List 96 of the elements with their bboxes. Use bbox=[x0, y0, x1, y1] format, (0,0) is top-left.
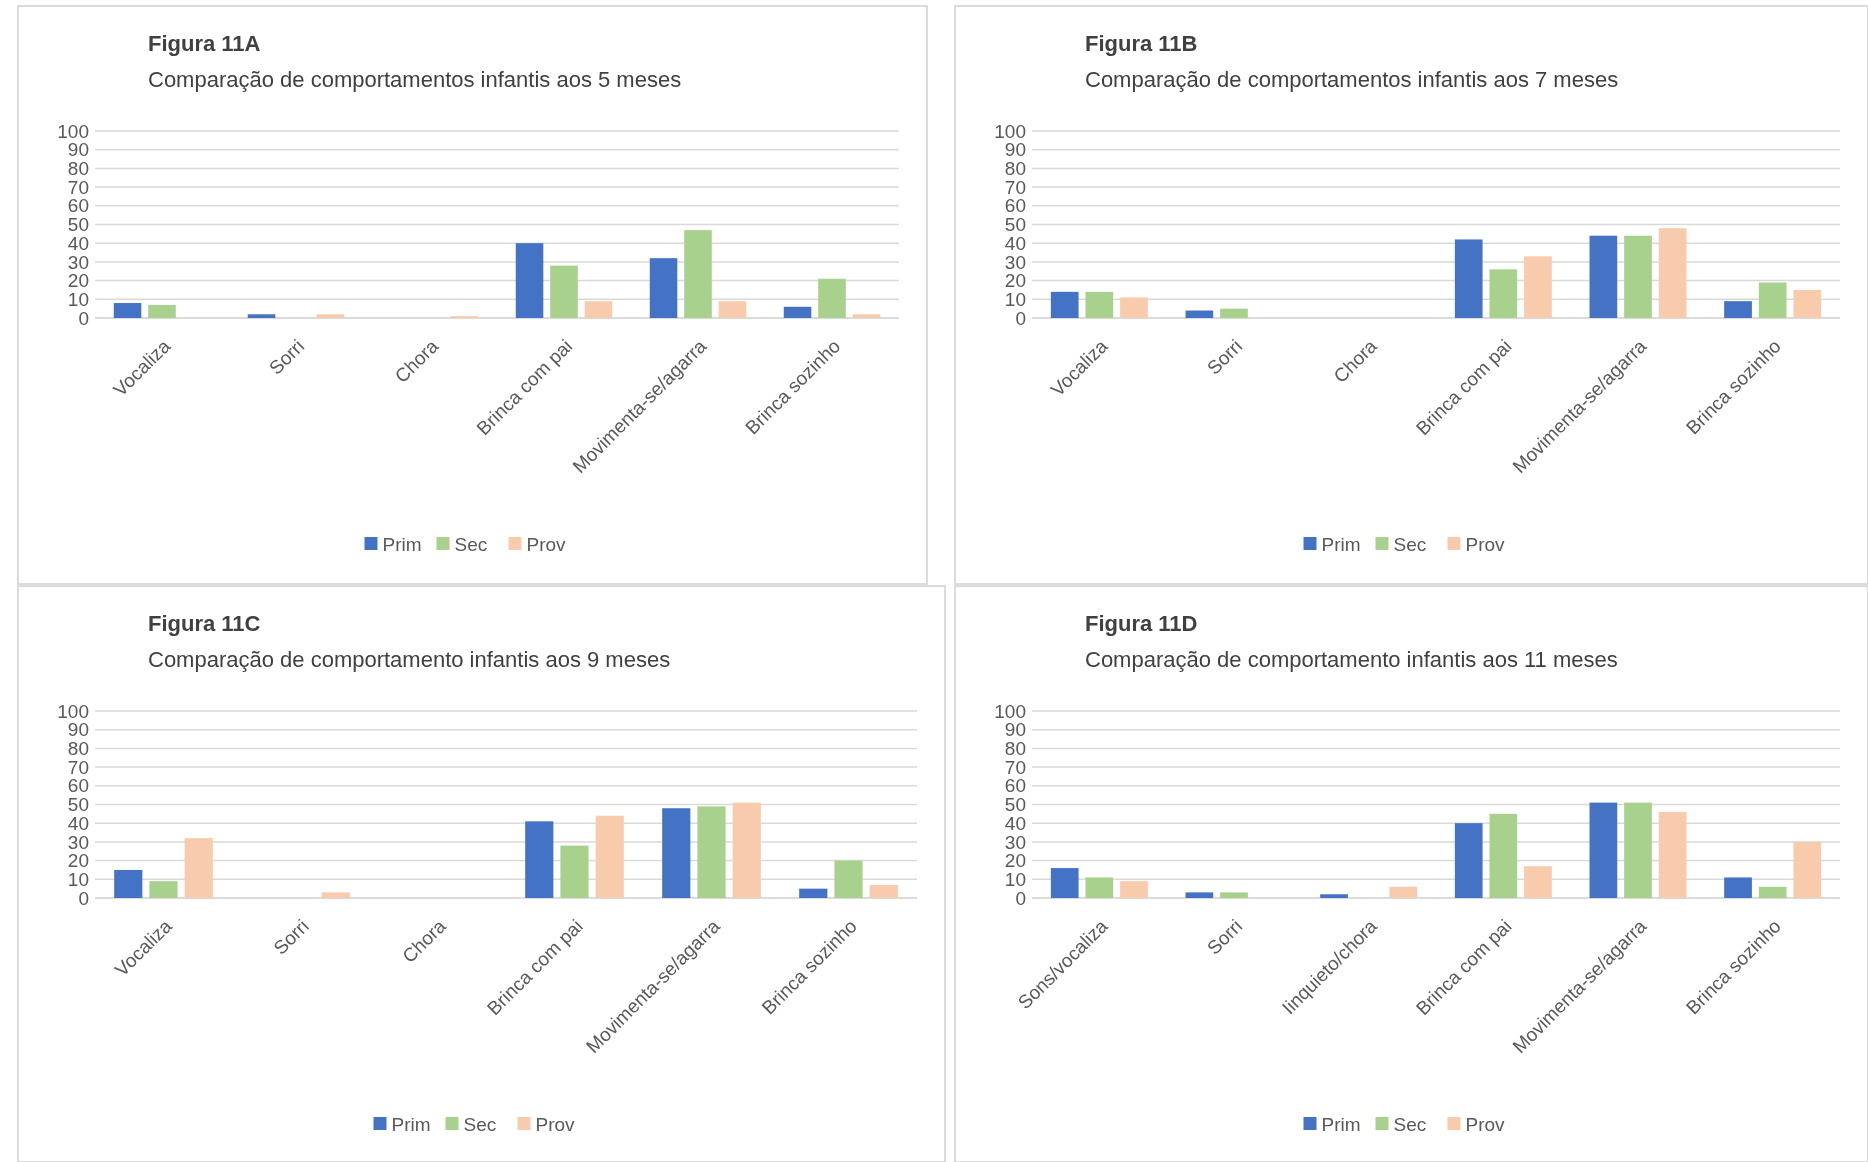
bar bbox=[649, 258, 678, 318]
bar bbox=[684, 230, 712, 318]
chart-title: Figura 11B bbox=[1085, 31, 1198, 56]
bar bbox=[1524, 256, 1552, 318]
y-tick-label: 90 bbox=[67, 719, 89, 741]
legend-label: Prim bbox=[391, 1113, 431, 1135]
chart-title: Figura 11A bbox=[148, 31, 261, 56]
bar bbox=[184, 838, 213, 898]
y-tick-label: 60 bbox=[67, 775, 89, 797]
bar bbox=[1120, 881, 1148, 898]
chart-title: Figura 11C bbox=[148, 611, 261, 636]
legend-label: Prim bbox=[382, 533, 422, 555]
bar bbox=[1758, 886, 1787, 898]
bar bbox=[1185, 310, 1214, 318]
bar bbox=[852, 314, 881, 318]
bar bbox=[1624, 235, 1652, 318]
bar bbox=[718, 301, 747, 318]
bar bbox=[1389, 886, 1418, 898]
bar bbox=[1658, 811, 1687, 898]
bar bbox=[1758, 282, 1787, 318]
chart-subtitle: Comparação de comportamentos infantis aos 5 meses bbox=[148, 67, 682, 92]
bar bbox=[560, 845, 589, 898]
bar bbox=[1793, 289, 1822, 318]
chart-subtitle: Comparação de comportamento infantis aos 11 meses bbox=[1085, 647, 1618, 672]
chart-title: Figura 11D bbox=[1085, 611, 1198, 636]
chart-subtitle: Comparação de comportamentos infantis aos 7 meses bbox=[1085, 67, 1619, 92]
bar bbox=[1489, 813, 1518, 898]
bar bbox=[1050, 868, 1079, 898]
y-tick-label: 100 bbox=[994, 120, 1026, 142]
bar bbox=[1185, 892, 1214, 898]
legend-label: Prov bbox=[1465, 533, 1506, 555]
bar bbox=[515, 243, 544, 318]
legend-label: Sec bbox=[463, 1113, 497, 1135]
bar bbox=[834, 860, 863, 898]
legend-label: Prov bbox=[535, 1113, 576, 1135]
bar bbox=[1085, 877, 1114, 898]
bar bbox=[595, 815, 624, 898]
bar bbox=[1220, 892, 1248, 898]
bar bbox=[525, 821, 554, 898]
bar bbox=[1489, 269, 1518, 318]
legend-label: Sec bbox=[454, 533, 488, 555]
bar bbox=[149, 881, 178, 898]
bar bbox=[584, 301, 613, 318]
bar bbox=[662, 808, 691, 898]
y-tick-label: 0 bbox=[78, 887, 89, 909]
bar bbox=[1724, 877, 1752, 898]
bar bbox=[1793, 841, 1822, 898]
legend-label: Prim bbox=[1321, 533, 1361, 555]
bar bbox=[114, 869, 143, 898]
bar bbox=[321, 892, 350, 898]
bar bbox=[1050, 291, 1079, 318]
y-tick-label: 30 bbox=[67, 831, 89, 853]
bar bbox=[316, 314, 345, 318]
bar bbox=[799, 888, 828, 898]
bar bbox=[1220, 308, 1248, 318]
bar bbox=[1589, 235, 1618, 318]
bar bbox=[869, 884, 898, 898]
bar bbox=[1589, 802, 1618, 898]
bar bbox=[247, 314, 276, 318]
bar bbox=[113, 303, 142, 318]
legend-label: Prim bbox=[1321, 1113, 1361, 1135]
bar bbox=[783, 306, 812, 318]
bar bbox=[1524, 866, 1552, 898]
y-tick-label: 60 bbox=[67, 195, 89, 217]
bar bbox=[732, 802, 761, 898]
bar bbox=[1120, 297, 1148, 318]
legend-label: Prov bbox=[526, 533, 567, 555]
y-tick-label: 100 bbox=[57, 700, 89, 722]
y-tick-label: 90 bbox=[67, 139, 89, 161]
bar bbox=[1724, 301, 1752, 318]
y-tick-label: 30 bbox=[1004, 831, 1026, 853]
chart-subtitle: Comparação de comportamento infantis aos 9 meses bbox=[148, 647, 671, 672]
bar bbox=[1454, 823, 1483, 898]
bar bbox=[1085, 291, 1114, 318]
y-tick-label: 90 bbox=[1004, 139, 1026, 161]
bar bbox=[818, 278, 846, 318]
bar bbox=[550, 265, 578, 318]
y-tick-label: 30 bbox=[1004, 251, 1026, 273]
bar bbox=[1320, 894, 1348, 898]
legend-label: Sec bbox=[1393, 1113, 1427, 1135]
y-tick-label: 60 bbox=[1004, 195, 1026, 217]
y-tick-label: 100 bbox=[57, 120, 89, 142]
y-tick-label: 90 bbox=[1004, 719, 1026, 741]
y-tick-label: 0 bbox=[1015, 887, 1026, 909]
y-tick-label: 0 bbox=[78, 307, 89, 329]
y-tick-label: 100 bbox=[994, 700, 1026, 722]
bar bbox=[1658, 228, 1687, 318]
legend-label: Prov bbox=[1465, 1113, 1506, 1135]
bar bbox=[1624, 802, 1652, 898]
bar bbox=[1454, 239, 1483, 318]
bar bbox=[697, 806, 726, 898]
y-tick-label: 30 bbox=[67, 251, 89, 273]
bar bbox=[148, 304, 176, 318]
legend-label: Sec bbox=[1393, 533, 1427, 555]
y-tick-label: 60 bbox=[1004, 775, 1026, 797]
y-tick-label: 0 bbox=[1015, 307, 1026, 329]
